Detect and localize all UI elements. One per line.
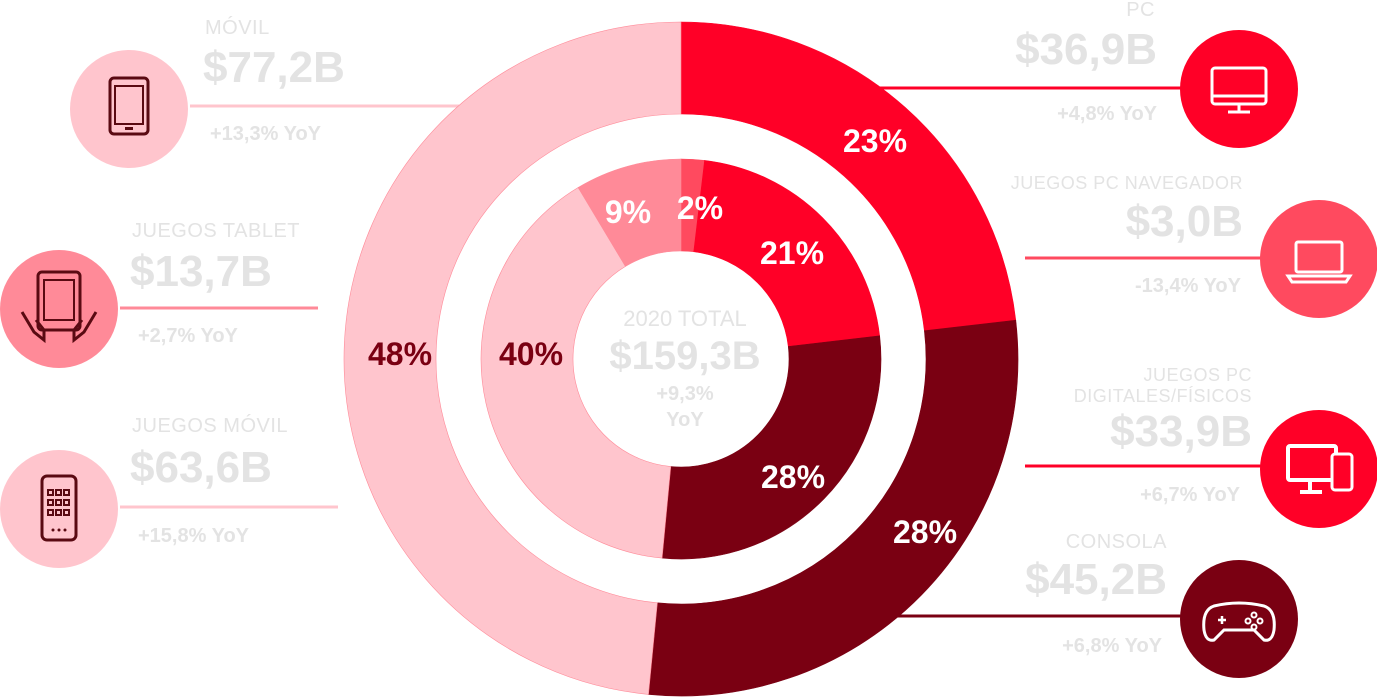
pc-digital-yoy: +6,7% YoY: [1140, 484, 1240, 506]
outer-ring: [343, 21, 1019, 697]
pc-browser-yoy: -13,4% YoY: [1135, 275, 1241, 297]
center-yoy-line2: YoY: [666, 409, 704, 431]
console-category-label: CONSOLA: [1065, 531, 1167, 553]
smartphone-icon: [0, 450, 118, 568]
outer-ring-slice-2: [343, 21, 682, 695]
percent-label-mobile: 48%: [368, 336, 432, 372]
pc-browser-category-label: JUEGOS PC NAVEGADOR: [1010, 173, 1243, 193]
tablet-value: $13,7B: [130, 247, 272, 296]
smartphone-category-label: JUEGOS MÓVIL: [132, 415, 289, 437]
outer-ring-slice-1: [648, 319, 1019, 697]
percent-label-console-inner: 28%: [761, 459, 825, 495]
percent-label-console: 28%: [893, 514, 957, 550]
mobile-category-label: MÓVIL: [205, 17, 270, 39]
smartphone-yoy: +15,8% YoY: [138, 525, 249, 547]
percent-label-pc-browser: 2%: [677, 190, 723, 226]
pc-yoy: +4,8% YoY: [1057, 103, 1157, 125]
pc-digital-value: $33,9B: [1110, 407, 1252, 456]
pc-category-label: PC: [1126, 0, 1155, 21]
smartphone-value: $63,6B: [130, 443, 272, 492]
center-title: 2020 TOTAL: [623, 306, 747, 331]
tablet-yoy: +2,7% YoY: [138, 325, 238, 347]
center-yoy-line1: +9,3%: [656, 383, 714, 405]
console-value: $45,2B: [1025, 555, 1167, 604]
percent-label-smartphone: 40%: [499, 336, 563, 372]
monitor-icon: [1180, 30, 1298, 148]
percent-label-pc-digital: 21%: [760, 235, 824, 271]
inner-ring-slice-3: [480, 187, 672, 559]
percent-label-tablet: 9%: [605, 194, 651, 230]
center-total-value: $159,3B: [609, 334, 761, 378]
outer-ring-slice-0: [680, 21, 1017, 332]
pc-digital-category-line1: JUEGOS PC: [1143, 365, 1252, 385]
inner-ring-slice-2: [661, 335, 882, 560]
tablet-device-icon: [70, 50, 188, 168]
mobile-value: $77,2B: [203, 43, 345, 92]
pc-value: $36,9B: [1015, 25, 1157, 74]
pc-digital-category-line2: DIGITALES/FÍSICOS: [1073, 386, 1252, 406]
pc-browser-value: $3,0B: [1125, 197, 1243, 246]
inner-ring-slice-1: [693, 160, 880, 347]
gamepad-icon: [1180, 560, 1298, 678]
tablet-category-label: JUEGOS TABLET: [132, 220, 301, 242]
laptop-icon: [1260, 200, 1377, 318]
inner-ring-slice-4: [577, 158, 682, 267]
monitor-phone-icon: [1260, 410, 1377, 528]
tablet-hands-icon: [0, 250, 118, 368]
mobile-yoy: +13,3% YoY: [210, 123, 321, 145]
percent-label-pc: 23%: [843, 123, 907, 159]
console-yoy: +6,8% YoY: [1062, 635, 1162, 657]
inner-ring: [480, 158, 882, 560]
